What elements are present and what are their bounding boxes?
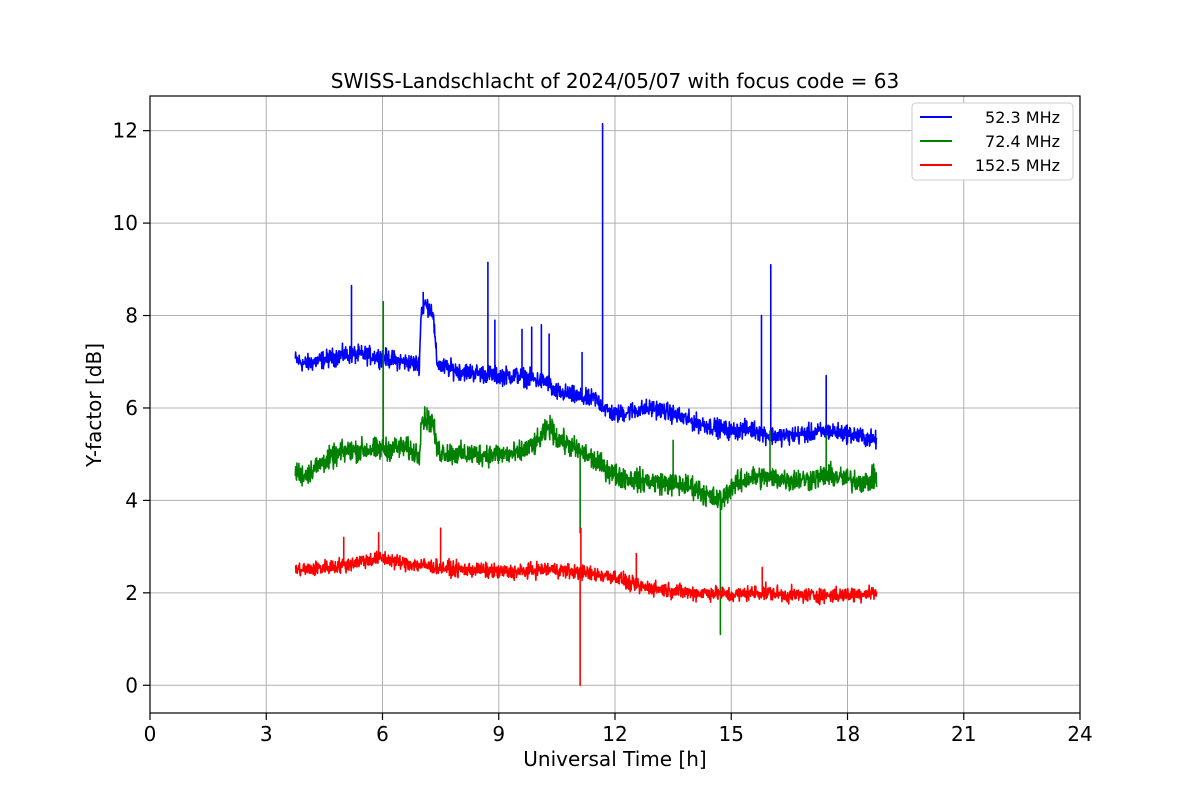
y-axis-label: Y-factor [dB] [82, 343, 106, 468]
x-axis-label: Universal Time [h] [523, 747, 706, 771]
y-axis: 0 2 4 6 8 10 12 [113, 119, 150, 697]
x-tick-label: 0 [144, 722, 157, 746]
series-line-1 [294, 122, 878, 450]
x-tick-label: 9 [492, 722, 505, 746]
legend: 52.3 MHz 72.4 MHz 152.5 MHz [911, 102, 1074, 181]
legend-label: 52.3 MHz [985, 108, 1060, 127]
x-tick-label: 12 [602, 722, 627, 746]
y-tick-label: 6 [125, 396, 138, 420]
y-tick-label: 10 [113, 211, 138, 235]
x-tick-label: 15 [719, 722, 744, 746]
series-line-2 [294, 300, 878, 636]
series-line-3 [294, 527, 878, 687]
chart-title: SWISS-Landschlacht of 2024/05/07 with fo… [331, 69, 899, 93]
legend-label: 72.4 MHz [985, 132, 1060, 151]
y-tick-label: 2 [125, 581, 138, 605]
y-tick-label: 0 [125, 673, 138, 697]
legend-box [911, 102, 1074, 181]
x-tick-label: 24 [1067, 722, 1092, 746]
y-tick-label: 8 [125, 304, 138, 328]
y-tick-label: 4 [125, 488, 138, 512]
y-tick-label: 12 [113, 119, 138, 143]
plot-area [294, 122, 878, 687]
x-tick-label: 6 [376, 722, 389, 746]
grid [149, 96, 1081, 713]
legend-label: 152.5 MHz [975, 156, 1060, 175]
x-tick-label: 18 [835, 722, 860, 746]
x-axis: 0 3 6 9 12 15 18 21 24 [144, 713, 1093, 746]
x-tick-label: 21 [951, 722, 976, 746]
x-tick-label: 3 [260, 722, 273, 746]
